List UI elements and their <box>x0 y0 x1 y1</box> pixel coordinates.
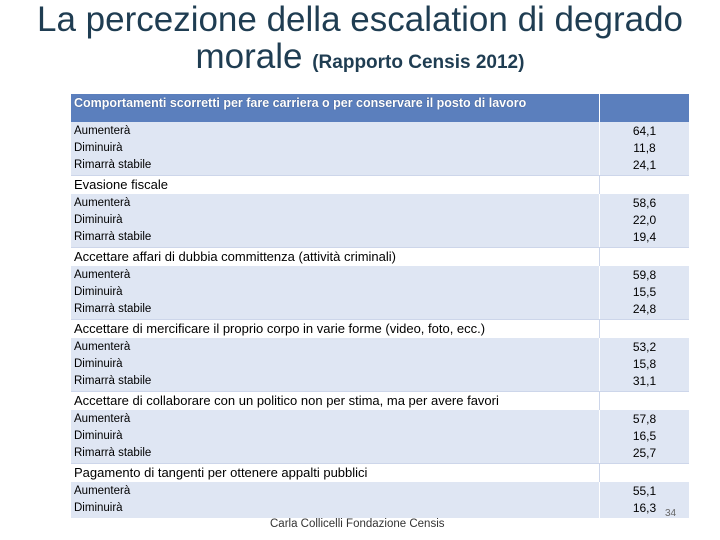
group-values: 57,8 16,5 25,7 <box>599 410 689 463</box>
row-value: 59,8 <box>632 268 657 282</box>
row-label: Diminuirà <box>74 286 123 298</box>
row-label: Rimarrà stabile <box>74 231 152 243</box>
group-values: 59,8 15,5 24,8 <box>599 266 689 319</box>
row-value: 16,3 <box>632 501 657 515</box>
section-title-value-cell <box>599 392 689 410</box>
table-group: Aumenterà Diminuirà 55,1 16,3 <box>71 482 689 518</box>
row-label: Aumenterà <box>74 197 131 209</box>
title-line-2: morale (Rapporto Censis 2012) <box>0 36 720 76</box>
row-value: 24,1 <box>632 158 657 172</box>
row-value: 64,1 <box>632 124 657 138</box>
row-label: Diminuirà <box>74 214 123 226</box>
group-values: 64,1 11,8 24,1 <box>599 122 689 175</box>
slide-title: La percezione della escalation di degrad… <box>0 0 720 76</box>
row-value: 22,0 <box>632 213 657 227</box>
title-line-2-text: morale <box>195 36 303 76</box>
row-value: 53,2 <box>632 340 657 354</box>
row-label: Aumenterà <box>74 413 131 425</box>
row-label: Diminuirà <box>74 142 123 154</box>
row-label: Diminuirà <box>74 502 123 514</box>
row-value: 11,8 <box>633 141 656 155</box>
group-labels: Aumenterà Diminuirà Rimarrà stabile <box>71 122 599 175</box>
row-label: Aumenterà <box>74 485 131 497</box>
section-title-value-cell <box>599 320 689 338</box>
section-title: Accettare di collaborare con un politico… <box>74 393 499 408</box>
row-value: 15,8 <box>632 357 657 371</box>
group-values: 55,1 16,3 <box>599 482 689 518</box>
section-title-row: Pagamento di tangenti per ottenere appal… <box>71 463 689 482</box>
title-subtitle: (Rapporto Censis 2012) <box>312 51 525 73</box>
group-labels: Aumenterà Diminuirà Rimarrà stabile <box>71 194 599 247</box>
group-labels: Aumenterà Diminuirà <box>71 482 599 518</box>
group-labels: Aumenterà Diminuirà Rimarrà stabile <box>71 410 599 463</box>
row-value: 24,8 <box>632 302 657 316</box>
row-value: 16,5 <box>632 429 657 443</box>
row-value: 31,1 <box>632 374 657 388</box>
row-label: Aumenterà <box>74 269 131 281</box>
table-group: Aumenterà Diminuirà Rimarrà stabile 57,8… <box>71 410 689 463</box>
section-title-row: Accettare di mercificare il proprio corp… <box>71 319 689 338</box>
row-value: 55,1 <box>632 484 657 498</box>
group-values: 58,6 22,0 19,4 <box>599 194 689 247</box>
table-group: Aumenterà Diminuirà Rimarrà stabile 59,8… <box>71 266 689 319</box>
row-label: Rimarrà stabile <box>74 303 152 315</box>
table-header-value-cell <box>599 94 689 122</box>
row-label: Aumenterà <box>74 125 131 137</box>
table-header-row: Comportamenti scorretti per fare carrier… <box>71 94 689 122</box>
table-header-label: Comportamenti scorretti per fare carrier… <box>74 96 527 110</box>
row-label: Rimarrà stabile <box>74 159 152 171</box>
group-values: 53,2 15,8 31,1 <box>599 338 689 391</box>
group-labels: Aumenterà Diminuirà Rimarrà stabile <box>71 266 599 319</box>
section-title: Accettare di mercificare il proprio corp… <box>74 321 486 336</box>
survey-table: Comportamenti scorretti per fare carrier… <box>71 94 689 518</box>
row-value: 15,5 <box>632 285 657 299</box>
section-title-value-cell <box>599 464 689 482</box>
row-label: Rimarrà stabile <box>74 375 152 387</box>
row-label: Diminuirà <box>74 358 123 370</box>
section-title-row: Accettare affari di dubbia committenza (… <box>71 247 689 266</box>
section-title-row: Accettare di collaborare con un politico… <box>71 391 689 410</box>
footer-credit: Carla Collicelli Fondazione Censis <box>270 518 445 530</box>
section-title: Accettare affari di dubbia committenza (… <box>74 249 396 264</box>
row-label: Aumenterà <box>74 341 131 353</box>
row-value: 58,6 <box>632 196 657 210</box>
row-label: Rimarrà stabile <box>74 447 152 459</box>
section-title-value-cell <box>599 176 689 194</box>
section-title-value-cell <box>599 248 689 266</box>
page-number: 34 <box>665 508 677 519</box>
title-line-1: La percezione della escalation di degrad… <box>36 0 683 39</box>
group-labels: Aumenterà Diminuirà Rimarrà stabile <box>71 338 599 391</box>
table-group: Aumenterà Diminuirà Rimarrà stabile 64,1… <box>71 122 689 175</box>
row-value: 19,4 <box>632 230 657 244</box>
section-title: Evasione fiscale <box>74 177 168 192</box>
table-group: Aumenterà Diminuirà Rimarrà stabile 53,2… <box>71 338 689 391</box>
row-label: Diminuirà <box>74 430 123 442</box>
section-title-row: Evasione fiscale <box>71 175 689 194</box>
row-value: 57,8 <box>632 412 657 426</box>
row-value: 25,7 <box>632 446 657 460</box>
section-title: Pagamento di tangenti per ottenere appal… <box>74 465 368 480</box>
table-group: Aumenterà Diminuirà Rimarrà stabile 58,6… <box>71 194 689 247</box>
